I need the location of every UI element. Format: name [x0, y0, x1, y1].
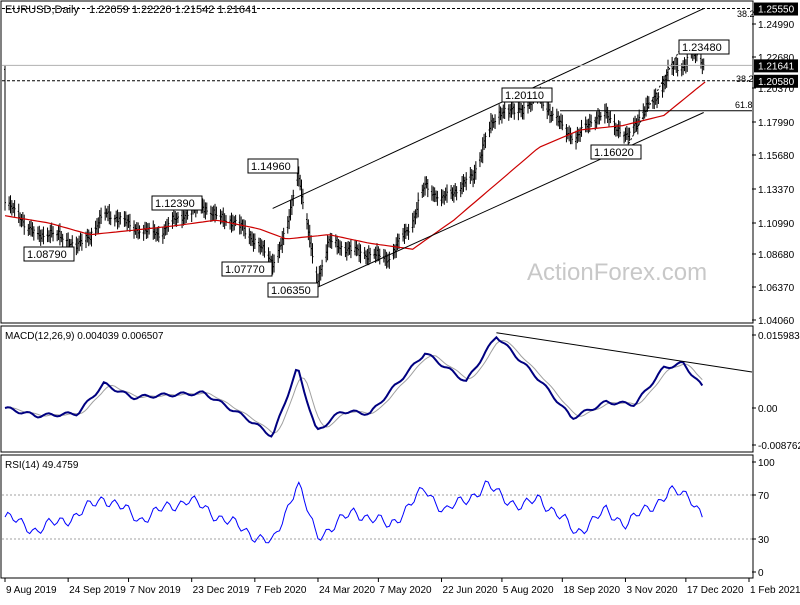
sma-line	[4, 81, 706, 250]
price-layer: 38.2 38.2 61.8 1.08790 1.12390 1.14960 1.07770…	[2, 2, 798, 327]
swing-label-3: 1.14960	[251, 161, 291, 173]
price-tick-label: 1.04060	[758, 316, 795, 327]
price-panel	[0, 0, 754, 324]
x-tick-label: 5 Aug 2020	[503, 585, 554, 596]
macd-panel	[0, 325, 754, 453]
price-tick-label: 1.20370	[758, 84, 795, 95]
macd-layer: MACD(12,26,9) 0.004039 0.006507 0.015983 0…	[4, 331, 800, 452]
swing-label-2: 1.12390	[155, 198, 195, 210]
fib-label-2: 38.2	[736, 74, 754, 84]
price-tick-label: 1.06370	[758, 283, 795, 294]
x-tick-label: 17 Dec 2020	[687, 585, 744, 596]
swing-label-1: 1.08790	[27, 249, 67, 261]
price-tick-label: 1.24990	[758, 20, 795, 31]
swing-label-box-6	[501, 87, 553, 103]
rsi-tick-label: 70	[758, 491, 770, 502]
x-tick-label: 24 Mar 2020	[319, 585, 376, 596]
macd-trend-line	[496, 332, 753, 373]
x-tick-label: 7 Feb 2020	[256, 585, 307, 596]
projection-line	[626, 38, 687, 148]
rsi-tick-label: 100	[758, 458, 775, 469]
price-tag-box-3	[754, 74, 798, 88]
rsi-title: RSI(14) 49.4759	[5, 460, 79, 471]
rsi-tick-label: 30	[758, 535, 770, 546]
fib-label-1: 38.2	[737, 9, 755, 19]
price-tick-label: 1.13370	[758, 185, 795, 196]
swing-label-6: 1.20110	[505, 90, 544, 102]
watermark: ActionForex.com	[527, 259, 707, 286]
price-tick-label: 1.22680	[758, 53, 795, 64]
channel-line-2	[316, 112, 704, 289]
rsi-line	[4, 480, 703, 544]
price-tag-2: 1.21641	[758, 61, 795, 72]
axis-layer: 9 Aug 2019 24 Sep 2019 7 Nov 2019 23 Dec 20…	[4, 578, 800, 596]
swing-label-box-1	[23, 246, 75, 262]
macd-title: MACD(12,26,9) 0.004039 0.006507	[5, 331, 164, 342]
x-tick-label: 24 Sep 2019	[69, 585, 126, 596]
swing-label-5: 1.06350	[271, 285, 311, 297]
x-tick-label: 9 Aug 2019	[6, 585, 57, 596]
x-tick-label: 7 May 2020	[379, 585, 432, 596]
x-tick-label: 7 Nov 2019	[130, 585, 182, 596]
price-tag-1: 1.25550	[758, 5, 795, 16]
price-tag-box-2	[754, 59, 798, 73]
swing-label-box-7	[590, 144, 642, 160]
swing-label-8: 1.23480	[682, 42, 722, 54]
macd-signal-line	[4, 340, 703, 434]
macd-line	[4, 335, 704, 438]
swing-label-box-3	[247, 158, 299, 174]
fib-label-3: 61.8	[735, 100, 753, 110]
header-ohlc: 1.22059 1.22220 1.21542 1.21641	[89, 4, 257, 16]
swing-label-box-4	[221, 261, 273, 277]
swing-label-box-2	[151, 195, 203, 211]
x-tick-label: 1 Feb 2021	[750, 585, 800, 596]
rsi-tick-label: 0	[758, 568, 764, 579]
price-tick-label: 1.08680	[758, 250, 795, 261]
price-tag-3: 1.20580	[758, 77, 795, 88]
header-symbol: EURUSD,Daily	[5, 4, 79, 16]
macd-tick-label: 0.015983	[758, 331, 800, 342]
swing-label-7: 1.16020	[594, 147, 634, 159]
price-tag-box-1	[754, 2, 798, 16]
price-tick-label: 1.10990	[758, 219, 795, 230]
swing-label-4: 1.07770	[225, 264, 265, 276]
x-tick-label: 3 Nov 2020	[626, 585, 678, 596]
rsi-layer: RSI(14) 49.4759 100 70 30 0	[2, 458, 775, 579]
macd-tick-label: -0.008762	[758, 441, 800, 452]
swing-label-box-5	[267, 282, 319, 298]
price-tick-label: 1.17990	[758, 118, 795, 129]
channel-line-1	[272, 8, 704, 209]
price-tick-label: 1.15680	[758, 151, 795, 162]
x-tick-label: 22 Jun 2020	[443, 585, 498, 596]
macd-tick-label: 0.00	[758, 404, 778, 415]
swing-label-box-8	[678, 39, 730, 55]
x-tick-label: 23 Dec 2019	[193, 585, 250, 596]
x-tick-label: 18 Sep 2020	[563, 585, 620, 596]
